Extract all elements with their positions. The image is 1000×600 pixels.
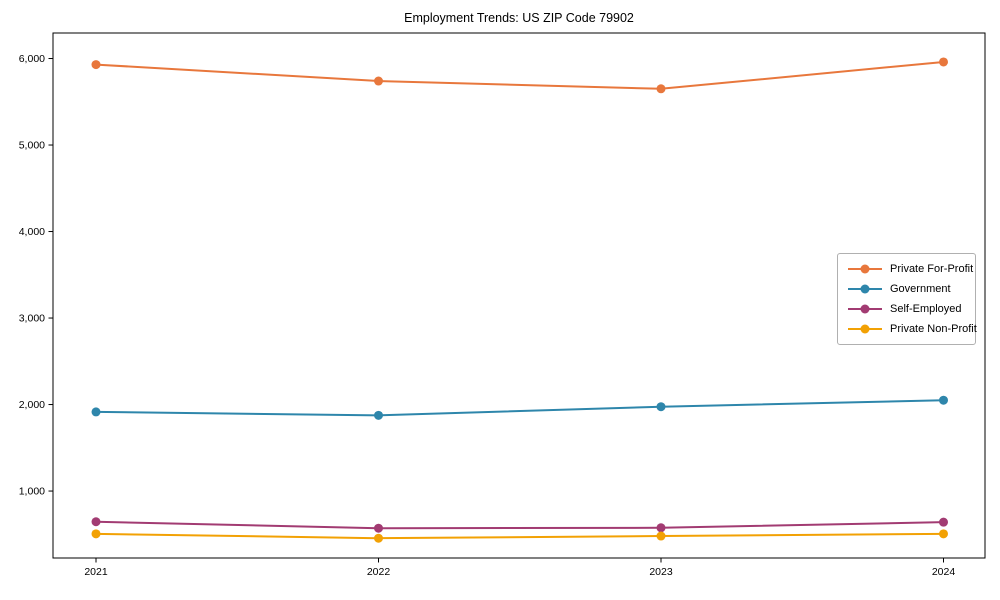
x-tick-label: 2021 — [84, 566, 108, 578]
data-point-self-employed-2022 — [374, 523, 383, 533]
data-point-government-2021 — [91, 407, 101, 417]
data-point-private-for-profit-2024 — [939, 57, 948, 67]
legend-label: Self-Employed — [890, 303, 962, 315]
legend-marker-icon — [848, 284, 882, 294]
series-line-self-employed — [95, 520, 945, 530]
series-line-private-non-profit — [95, 532, 945, 540]
data-point-private-for-profit-2021 — [91, 60, 101, 70]
legend-item-self-employed: Self-Employed — [848, 303, 968, 315]
y-tick-label: 1,000 — [19, 486, 45, 498]
data-point-private-for-profit-2022 — [374, 76, 383, 86]
legend-label: Private For-Profit — [890, 263, 974, 275]
legend-item-private-non-profit: Private Non-Profit — [848, 323, 977, 335]
data-point-government-2024 — [939, 395, 948, 405]
legend-item-private-for-profit: Private For-Profit — [848, 263, 973, 275]
legend-marker-icon — [848, 264, 882, 274]
y-tick-label: 2,000 — [19, 399, 45, 411]
x-tick-label: 2023 — [649, 566, 673, 578]
y-tick-label: 3,000 — [19, 313, 45, 325]
data-point-private-for-profit-2023 — [656, 84, 666, 94]
data-point-self-employed-2023 — [656, 523, 666, 533]
legend-marker-icon — [848, 304, 882, 314]
legend-label: Private Non-Profit — [890, 323, 977, 335]
chart-title: Employment Trends: US ZIP Code 79902 — [404, 11, 634, 25]
x-tick-label: 2024 — [932, 566, 956, 578]
y-tick-label: 4,000 — [19, 226, 45, 238]
x-tick-label: 2022 — [367, 566, 391, 578]
legend-label: Government — [890, 283, 951, 295]
data-point-government-2022 — [374, 410, 383, 420]
legend-item-government: Government — [848, 283, 968, 295]
y-tick-label: 5,000 — [19, 140, 45, 152]
data-point-private-non-profit-2022 — [374, 533, 383, 543]
data-point-private-non-profit-2021 — [91, 529, 101, 539]
y-tick-label: 6,000 — [19, 53, 45, 65]
series-line-private-for-profit — [95, 60, 945, 90]
data-point-self-employed-2021 — [91, 517, 101, 527]
series-line-government — [95, 399, 945, 417]
data-point-government-2023 — [656, 402, 666, 412]
plot-border — [52, 32, 986, 559]
data-point-self-employed-2024 — [939, 517, 948, 527]
legend: Private For-Profit Government Self-Employe… — [837, 253, 977, 345]
legend-marker-icon — [848, 324, 882, 334]
data-point-private-non-profit-2024 — [939, 529, 948, 539]
data-point-private-non-profit-2023 — [656, 531, 666, 541]
